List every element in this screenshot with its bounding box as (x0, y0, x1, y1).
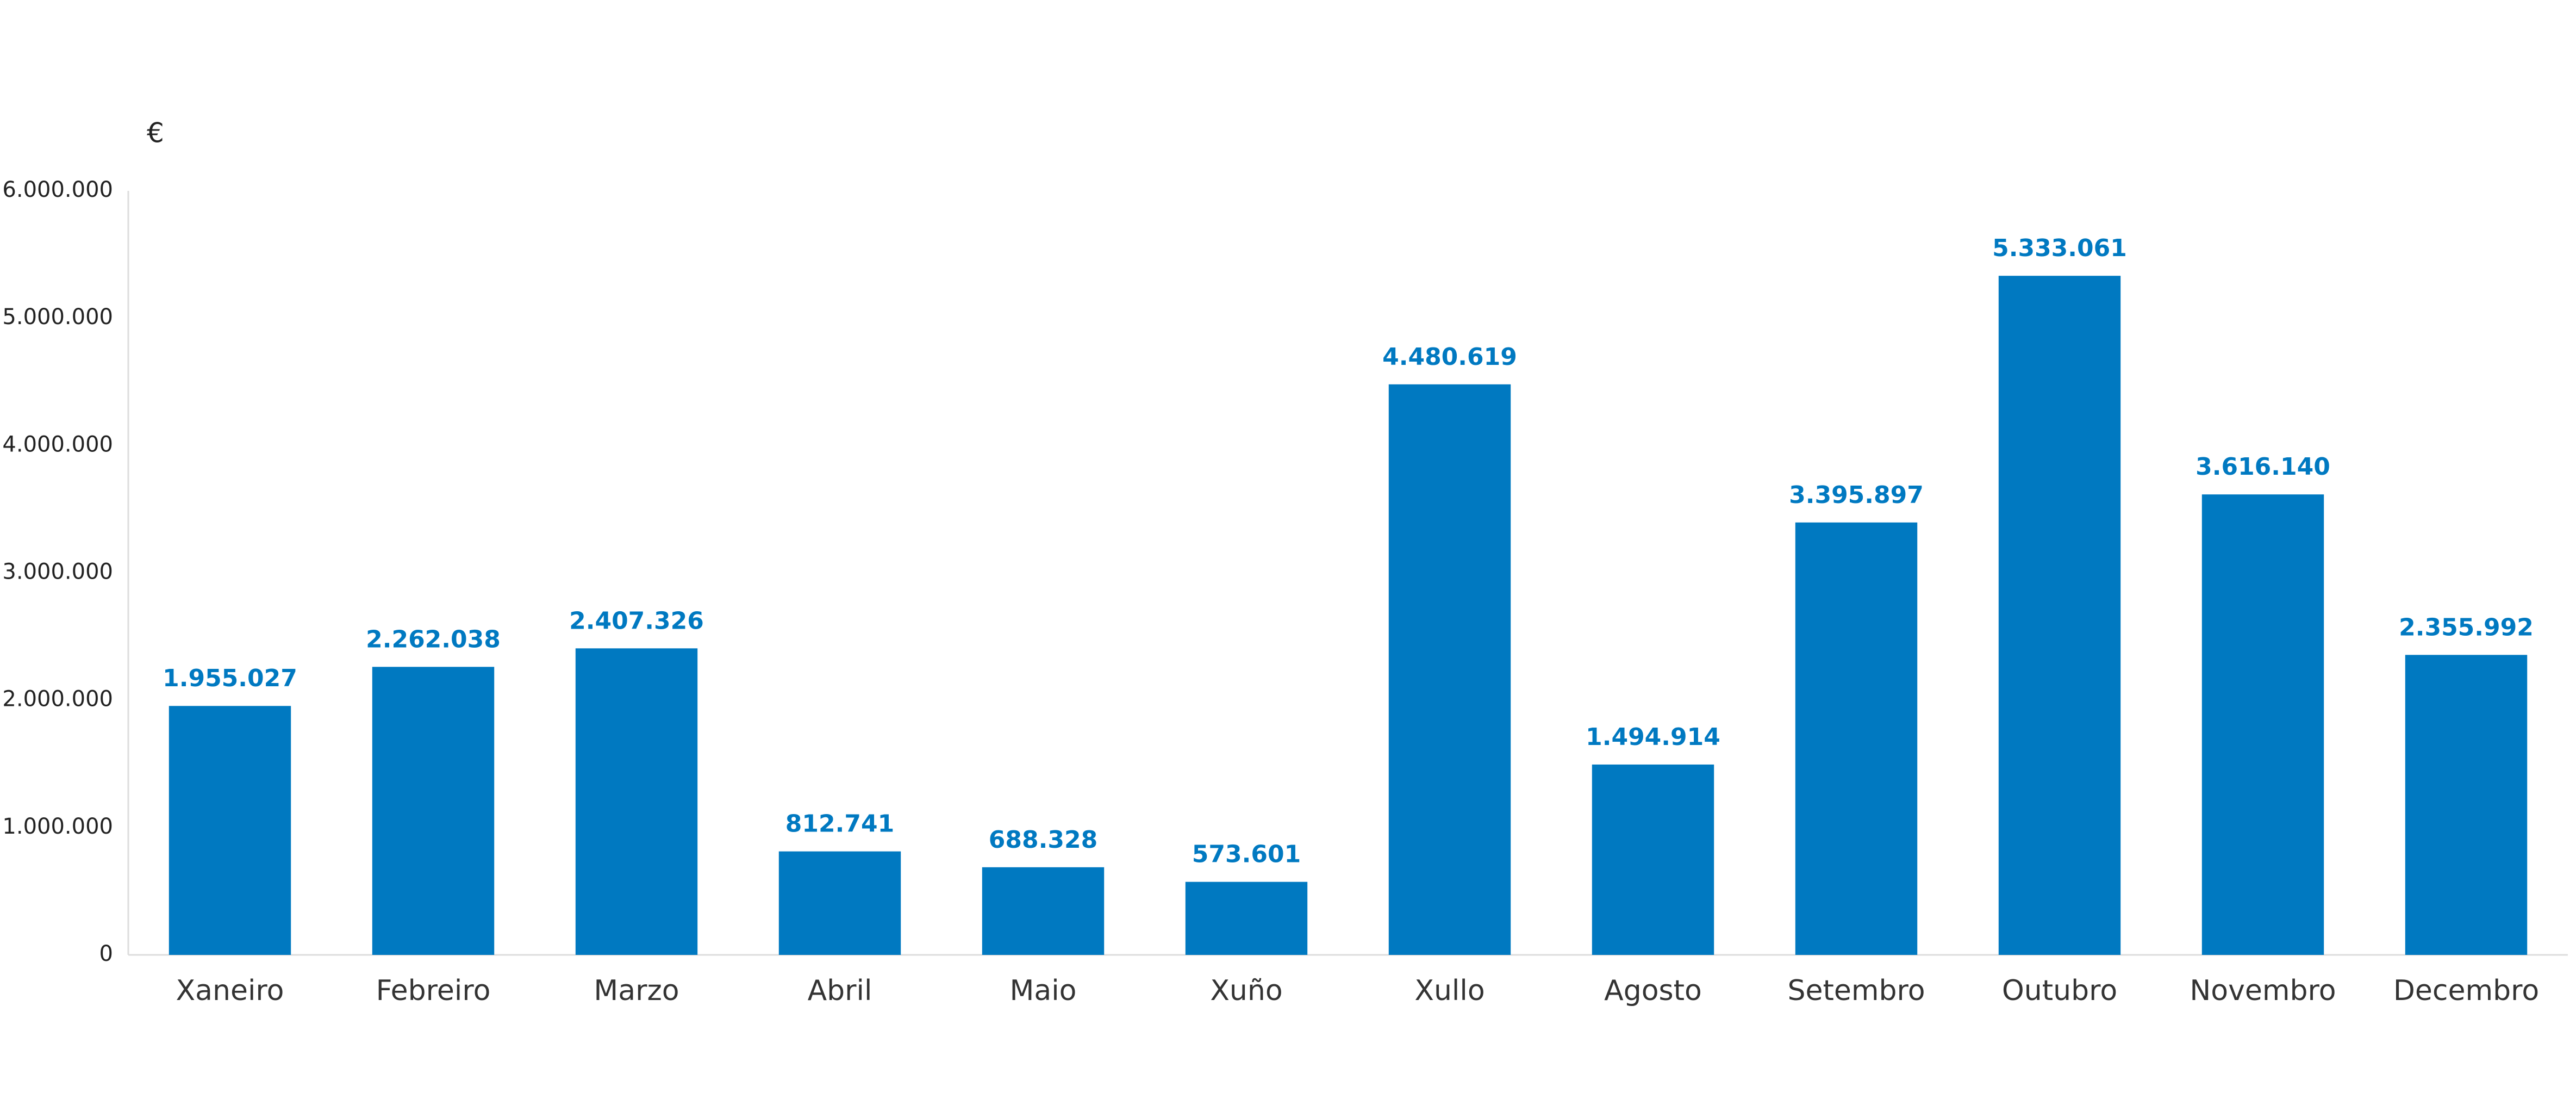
x-tick-label: Xuño (1210, 974, 1282, 1007)
value-label: 1.955.027 (163, 665, 297, 692)
y-tick-label: 0 (99, 941, 113, 966)
bar (1185, 881, 1308, 955)
x-tick-label: Xaneiro (176, 974, 284, 1007)
y-axis-unit: € (147, 117, 164, 149)
y-tick-label: 5.000.000 (2, 305, 113, 330)
value-label: 2.262.038 (366, 625, 501, 653)
bar (169, 706, 291, 955)
value-label: 3.616.140 (2195, 453, 2330, 481)
bar (982, 867, 1105, 955)
value-label: 812.741 (785, 810, 894, 838)
y-tick-label: 6.000.000 (2, 177, 113, 202)
x-tick-label: Febreiro (376, 974, 491, 1007)
bar (1388, 384, 1511, 955)
x-tick-label: Abril (808, 974, 872, 1007)
x-tick-label: Outubro (2002, 974, 2117, 1007)
bar (575, 648, 698, 955)
x-tick-label: Decembro (2393, 974, 2539, 1007)
value-label: 4.480.619 (1382, 343, 1517, 371)
value-label: 573.601 (1192, 841, 1301, 868)
value-label: 5.333.061 (1992, 234, 2127, 262)
bar (1998, 276, 2121, 955)
x-tick-label: Novembro (2190, 974, 2336, 1007)
value-label: 3.395.897 (1789, 481, 1924, 509)
y-tick-label: 4.000.000 (2, 432, 113, 457)
y-tick-label: 2.000.000 (2, 687, 113, 712)
x-tick-label: Maio (1010, 974, 1077, 1007)
y-tick-label: 3.000.000 (2, 560, 113, 585)
bar (2405, 655, 2528, 955)
bar (1795, 522, 1918, 955)
value-label: 2.407.326 (569, 607, 704, 635)
x-tick-label: Agosto (1604, 974, 1702, 1007)
bar (2201, 494, 2324, 955)
bar (372, 667, 495, 955)
value-label: 1.494.914 (1586, 723, 1720, 751)
bar (1592, 764, 1714, 955)
bar (778, 851, 901, 955)
x-tick-label: Xullo (1414, 974, 1485, 1007)
x-tick-label: Marzo (594, 974, 679, 1007)
y-tick-label: 1.000.000 (2, 814, 113, 839)
value-label: 688.328 (989, 826, 1097, 854)
x-tick-label: Setembro (1787, 974, 1925, 1007)
value-label: 2.355.992 (2399, 613, 2534, 641)
